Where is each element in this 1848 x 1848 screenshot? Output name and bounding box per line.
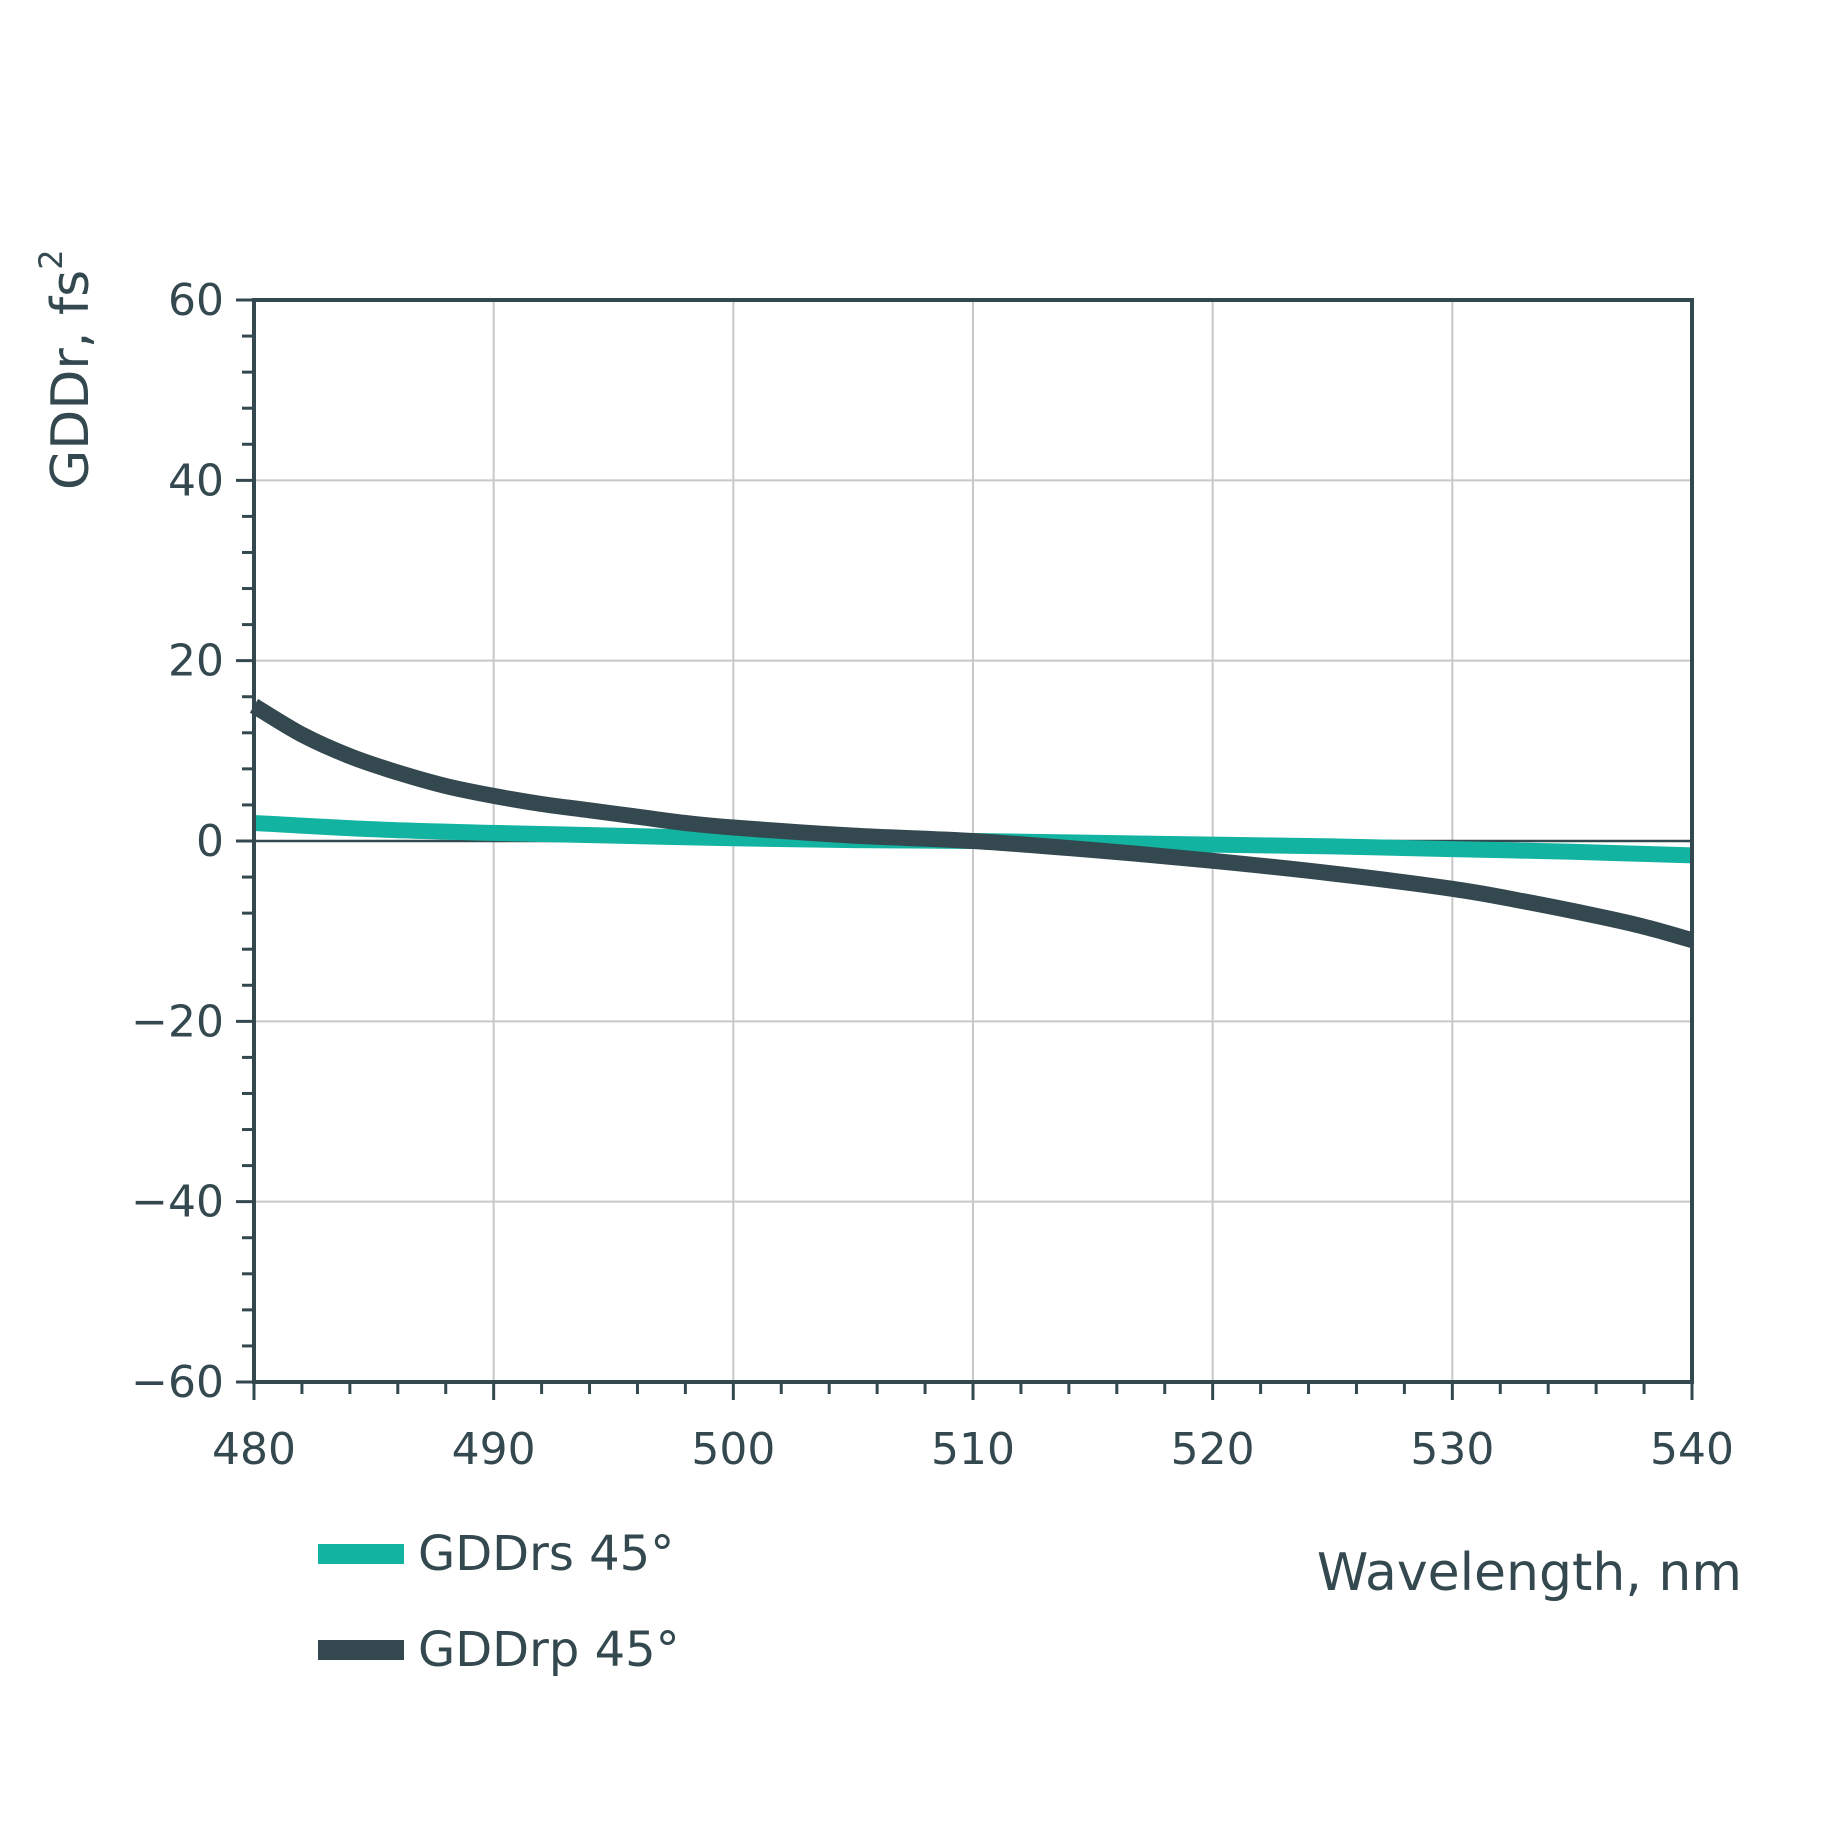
y-axis-title: GDDr, fs2 <box>32 249 101 490</box>
x-tick-label: 520 <box>1171 1424 1255 1475</box>
x-tick-label: 480 <box>212 1424 296 1475</box>
label-layer: 480 490 500 510 520 530 540 60 40 20 0 −20 −40 −60 <box>131 275 1734 1475</box>
y-tick-label: −20 <box>131 996 224 1047</box>
grid-layer <box>254 300 1692 1382</box>
y-tick-label: 0 <box>196 816 224 867</box>
y-tick-label: −60 <box>131 1357 224 1408</box>
legend-label: GDDrs 45° <box>418 1526 674 1582</box>
legend-swatch <box>318 1640 404 1660</box>
x-tick-label: 490 <box>452 1424 536 1475</box>
y-tick-label: 40 <box>168 455 224 506</box>
plot-frame <box>252 298 1694 1384</box>
legend-swatch <box>318 1544 404 1564</box>
x-tick-label: 530 <box>1410 1424 1494 1475</box>
series-layer <box>249 698 1695 948</box>
y-axis-title-text: GDDr, fs <box>41 270 101 490</box>
legend: GDDrs 45° GDDrp 45° <box>318 1526 680 1678</box>
x-tick-label: 500 <box>691 1424 775 1475</box>
y-axis-title-superscript: 2 <box>32 249 70 269</box>
x-tick-label: 510 <box>931 1424 1015 1475</box>
y-tick-label: 20 <box>168 636 224 687</box>
tick-layer <box>236 298 1694 1400</box>
legend-label: GDDrp 45° <box>418 1622 680 1678</box>
y-tick-label: 60 <box>168 275 224 326</box>
x-axis-title: Wavelength, nm <box>1317 1543 1742 1603</box>
series-line-gddrp-45 <box>249 698 1695 948</box>
x-tick-label: 540 <box>1650 1424 1734 1475</box>
y-tick-label: −40 <box>131 1177 224 1228</box>
